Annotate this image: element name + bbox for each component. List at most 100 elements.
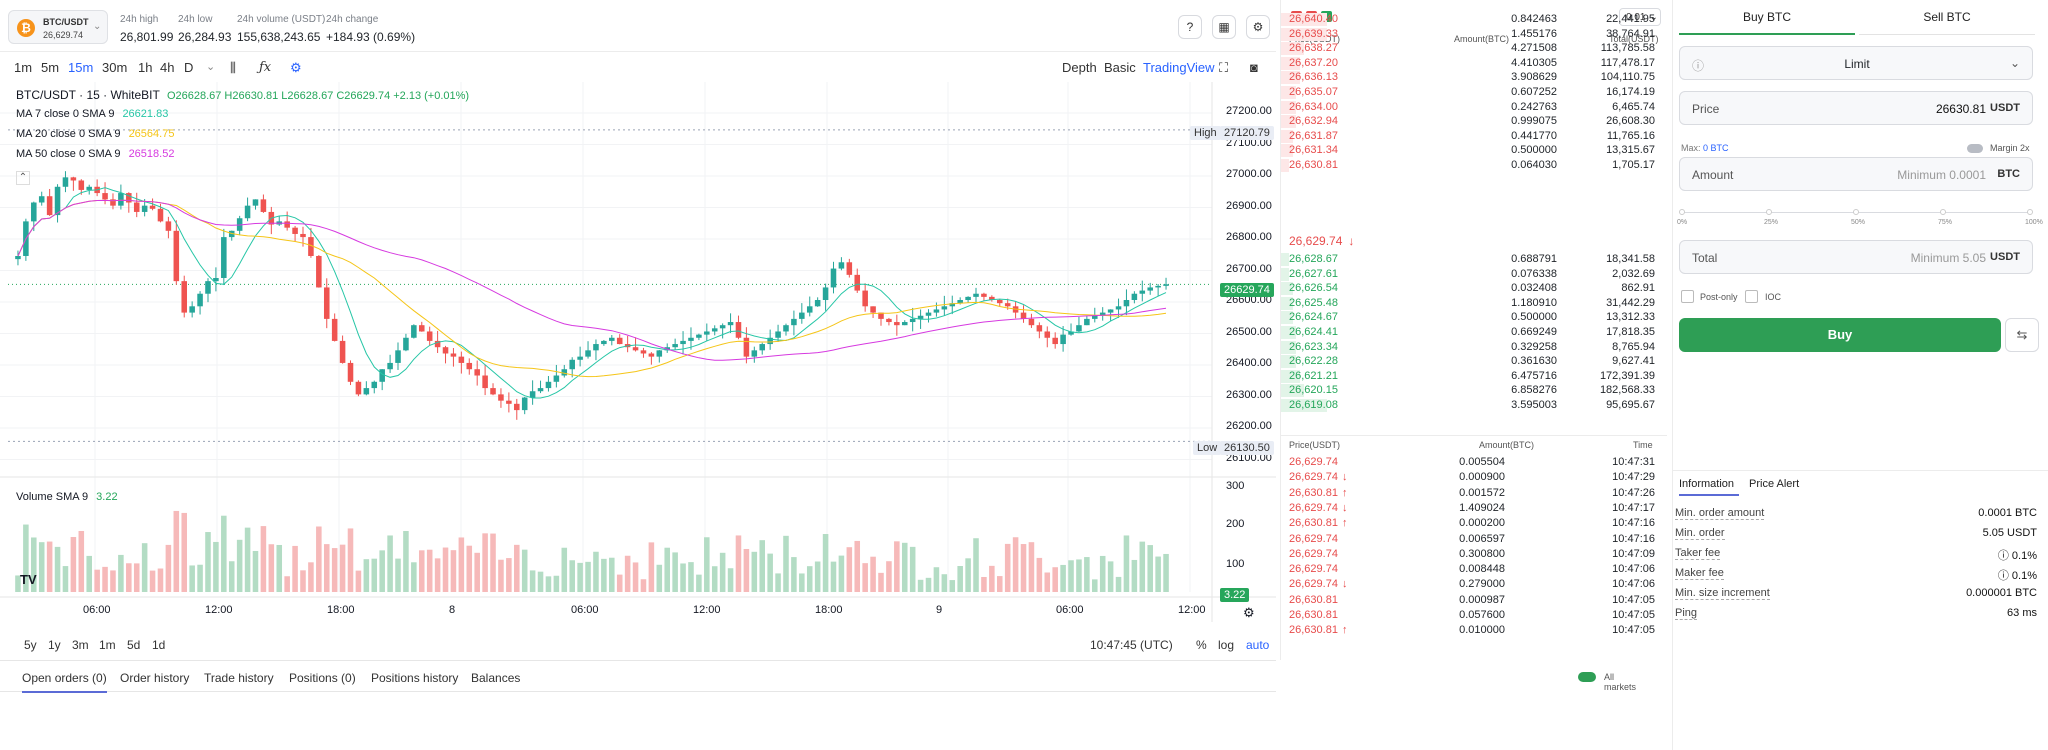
volume-bar — [434, 558, 441, 592]
interval-30m[interactable]: 30m — [102, 60, 128, 75]
ioc-checkbox[interactable] — [1745, 290, 1758, 303]
camera-icon[interactable]: ◙ — [1250, 60, 1258, 75]
bid-row[interactable]: 26,624.67 0.500000 13,312.33 — [1281, 310, 1665, 325]
bid-row[interactable]: 26,628.67 0.688791 18,341.58 — [1281, 252, 1665, 267]
view-basic[interactable]: Basic — [1104, 60, 1136, 75]
candle — [1036, 325, 1043, 332]
percent-toggle[interactable]: % — [1196, 638, 1207, 652]
tab-balances[interactable]: Balances — [471, 671, 521, 685]
interval-more-icon[interactable]: ⌄ — [206, 61, 216, 73]
swap-icon[interactable]: ⇆ — [2005, 318, 2039, 352]
slider-dot[interactable] — [1766, 209, 1772, 215]
bid-row[interactable]: 26,621.21 6.475716 172,391.39 — [1281, 369, 1665, 384]
collapse-legend-icon[interactable]: ⌃ — [16, 171, 30, 185]
volume-bar — [308, 562, 314, 592]
tab-sell-btc[interactable]: Sell BTC — [1923, 10, 1971, 24]
layout-icon[interactable]: ▦ — [1212, 15, 1236, 39]
trade-time: 10:47:06 — [1612, 563, 1655, 576]
tab-positions[interactable]: Positions (0) — [289, 671, 356, 685]
volume-bar — [284, 576, 290, 592]
pair-selector[interactable]: ₿ BTC/USDT 26,629.74 ⌄ — [8, 10, 108, 44]
ask-row[interactable]: 26,636.13 3.908629 104,110.75 — [1281, 70, 1665, 85]
view-depth[interactable]: Depth — [1062, 60, 1097, 75]
range-5d[interactable]: 5d — [127, 638, 141, 652]
volume-tick-300: 300 — [1226, 480, 1245, 492]
interval-1d[interactable]: D — [184, 60, 194, 75]
ask-row[interactable]: 26,631.34 0.500000 13,315.67 — [1281, 143, 1665, 158]
log-toggle[interactable]: log — [1218, 638, 1235, 652]
range-1d[interactable]: 1d — [152, 638, 166, 652]
ask-row[interactable]: 26,630.81 0.064030 1,705.17 — [1281, 158, 1665, 173]
bid-row[interactable]: 26,620.15 6.858276 182,568.33 — [1281, 383, 1665, 398]
tab-information[interactable]: Information — [1679, 478, 1735, 490]
tab-positions-history[interactable]: Positions history — [371, 671, 459, 685]
depth-bar — [1281, 282, 1293, 296]
interval-1h[interactable]: 1h — [138, 60, 153, 75]
slider-dot[interactable] — [1853, 209, 1859, 215]
candle — [118, 193, 124, 206]
time-tick: 12:00 — [205, 604, 233, 616]
candle — [213, 278, 219, 282]
interval-1m[interactable]: 1m — [14, 60, 33, 75]
tab-order-history[interactable]: Order history — [120, 671, 190, 685]
chart-settings-gear-icon[interactable]: ⚙ — [1243, 605, 1255, 620]
help-icon[interactable]: ? — [1178, 15, 1202, 39]
volume-bar — [1155, 556, 1161, 592]
bid-row[interactable]: 26,622.28 0.361630 9,627.41 — [1281, 354, 1665, 369]
all-markets-toggle[interactable] — [1578, 672, 1596, 682]
margin-label: Margin 2x — [1990, 143, 2030, 153]
view-tradingview[interactable]: TradingView — [1143, 60, 1215, 75]
bid-row[interactable]: 26,619.08 3.595003 95,695.67 — [1281, 398, 1665, 413]
range-5y[interactable]: 5y — [24, 638, 37, 652]
volume-tick-100: 100 — [1226, 558, 1245, 570]
total-input[interactable]: Total Minimum 5.05 USDT — [1679, 240, 2033, 274]
chart-settings-icon[interactable]: ⚙ — [290, 60, 302, 75]
max-amount: Max: 0 BTC — [1681, 143, 1729, 153]
trades-header-time: Time — [1633, 440, 1653, 450]
price-chart[interactable]: BTC/USDT · 15 · WhiteBIT O26628.67 H2663… — [0, 82, 1276, 652]
slider-dot[interactable] — [2027, 209, 2033, 215]
interval-15m[interactable]: 15m — [68, 60, 94, 75]
ask-row[interactable]: 26,631.87 0.441770 11,765.16 — [1281, 129, 1665, 144]
range-3m[interactable]: 3m — [72, 638, 89, 652]
slider-dot[interactable] — [1940, 209, 1946, 215]
bid-row[interactable]: 26,626.54 0.032408 862.91 — [1281, 281, 1665, 296]
tab-price-alert[interactable]: Price Alert — [1749, 478, 1800, 490]
ask-row[interactable]: 26,637.20 4.410305 117,478.17 — [1281, 56, 1665, 71]
candle-type-icon[interactable]: ⫼ — [230, 60, 236, 75]
book-amount: 0.669249 — [1511, 326, 1557, 338]
bid-row[interactable]: 26,627.61 0.076338 2,032.69 — [1281, 267, 1665, 282]
tab-open-orders[interactable]: Open orders (0) — [22, 671, 107, 693]
ask-row[interactable]: 26,638.27 4.271508 113,785.58 — [1281, 41, 1665, 56]
slider-dot[interactable] — [1679, 209, 1685, 215]
range-1y[interactable]: 1y — [48, 638, 61, 652]
price-tick: 26900.00 — [1226, 199, 1272, 212]
fullscreen-icon[interactable]: ⛶ — [1219, 60, 1229, 75]
order-type-select[interactable]: ⓘ Limit ⌄ — [1679, 46, 2033, 80]
interval-5m[interactable]: 5m — [41, 60, 60, 75]
bid-row[interactable]: 26,623.34 0.329258 8,765.94 — [1281, 340, 1665, 355]
ask-row[interactable]: 26,635.07 0.607252 16,174.19 — [1281, 85, 1665, 100]
bid-row[interactable]: 26,625.48 1.180910 31,442.29 — [1281, 296, 1665, 311]
buy-button[interactable]: Buy — [1679, 318, 2001, 352]
indicators-icon[interactable]: ƒx — [259, 60, 272, 75]
ask-row[interactable]: 26,632.94 0.999075 26,608.30 — [1281, 114, 1665, 129]
range-1m[interactable]: 1m — [99, 638, 116, 652]
ask-row[interactable]: 26,640.40 0.842463 22,441.95 — [1281, 12, 1665, 27]
precision-select[interactable]: 0.01 ⌄ — [1619, 8, 1661, 26]
bid-row[interactable]: 26,624.41 0.669249 17,818.35 — [1281, 325, 1665, 340]
auto-toggle[interactable]: auto — [1246, 638, 1270, 652]
clock: 10:47:45 (UTC) — [1090, 638, 1173, 652]
ask-row[interactable]: 26,634.00 0.242763 6,465.74 — [1281, 100, 1665, 115]
post-only-checkbox[interactable] — [1681, 290, 1694, 303]
interval-4h[interactable]: 4h — [160, 60, 175, 75]
book-total: 6,465.74 — [1612, 100, 1655, 113]
book-price: 26,623.34 — [1289, 340, 1338, 353]
price-input[interactable]: Price 26630.81 USDT — [1679, 91, 2033, 125]
ask-row[interactable]: 26,639.33 1.455176 38,764.91 — [1281, 27, 1665, 42]
margin-toggle[interactable] — [1967, 144, 1983, 153]
tab-buy-btc[interactable]: Buy BTC — [1742, 10, 1791, 24]
tab-trade-history[interactable]: Trade history — [204, 671, 274, 685]
settings-gear-icon[interactable]: ⚙ — [1246, 15, 1270, 39]
amount-input[interactable]: Amount Minimum 0.0001 BTC — [1679, 157, 2033, 191]
